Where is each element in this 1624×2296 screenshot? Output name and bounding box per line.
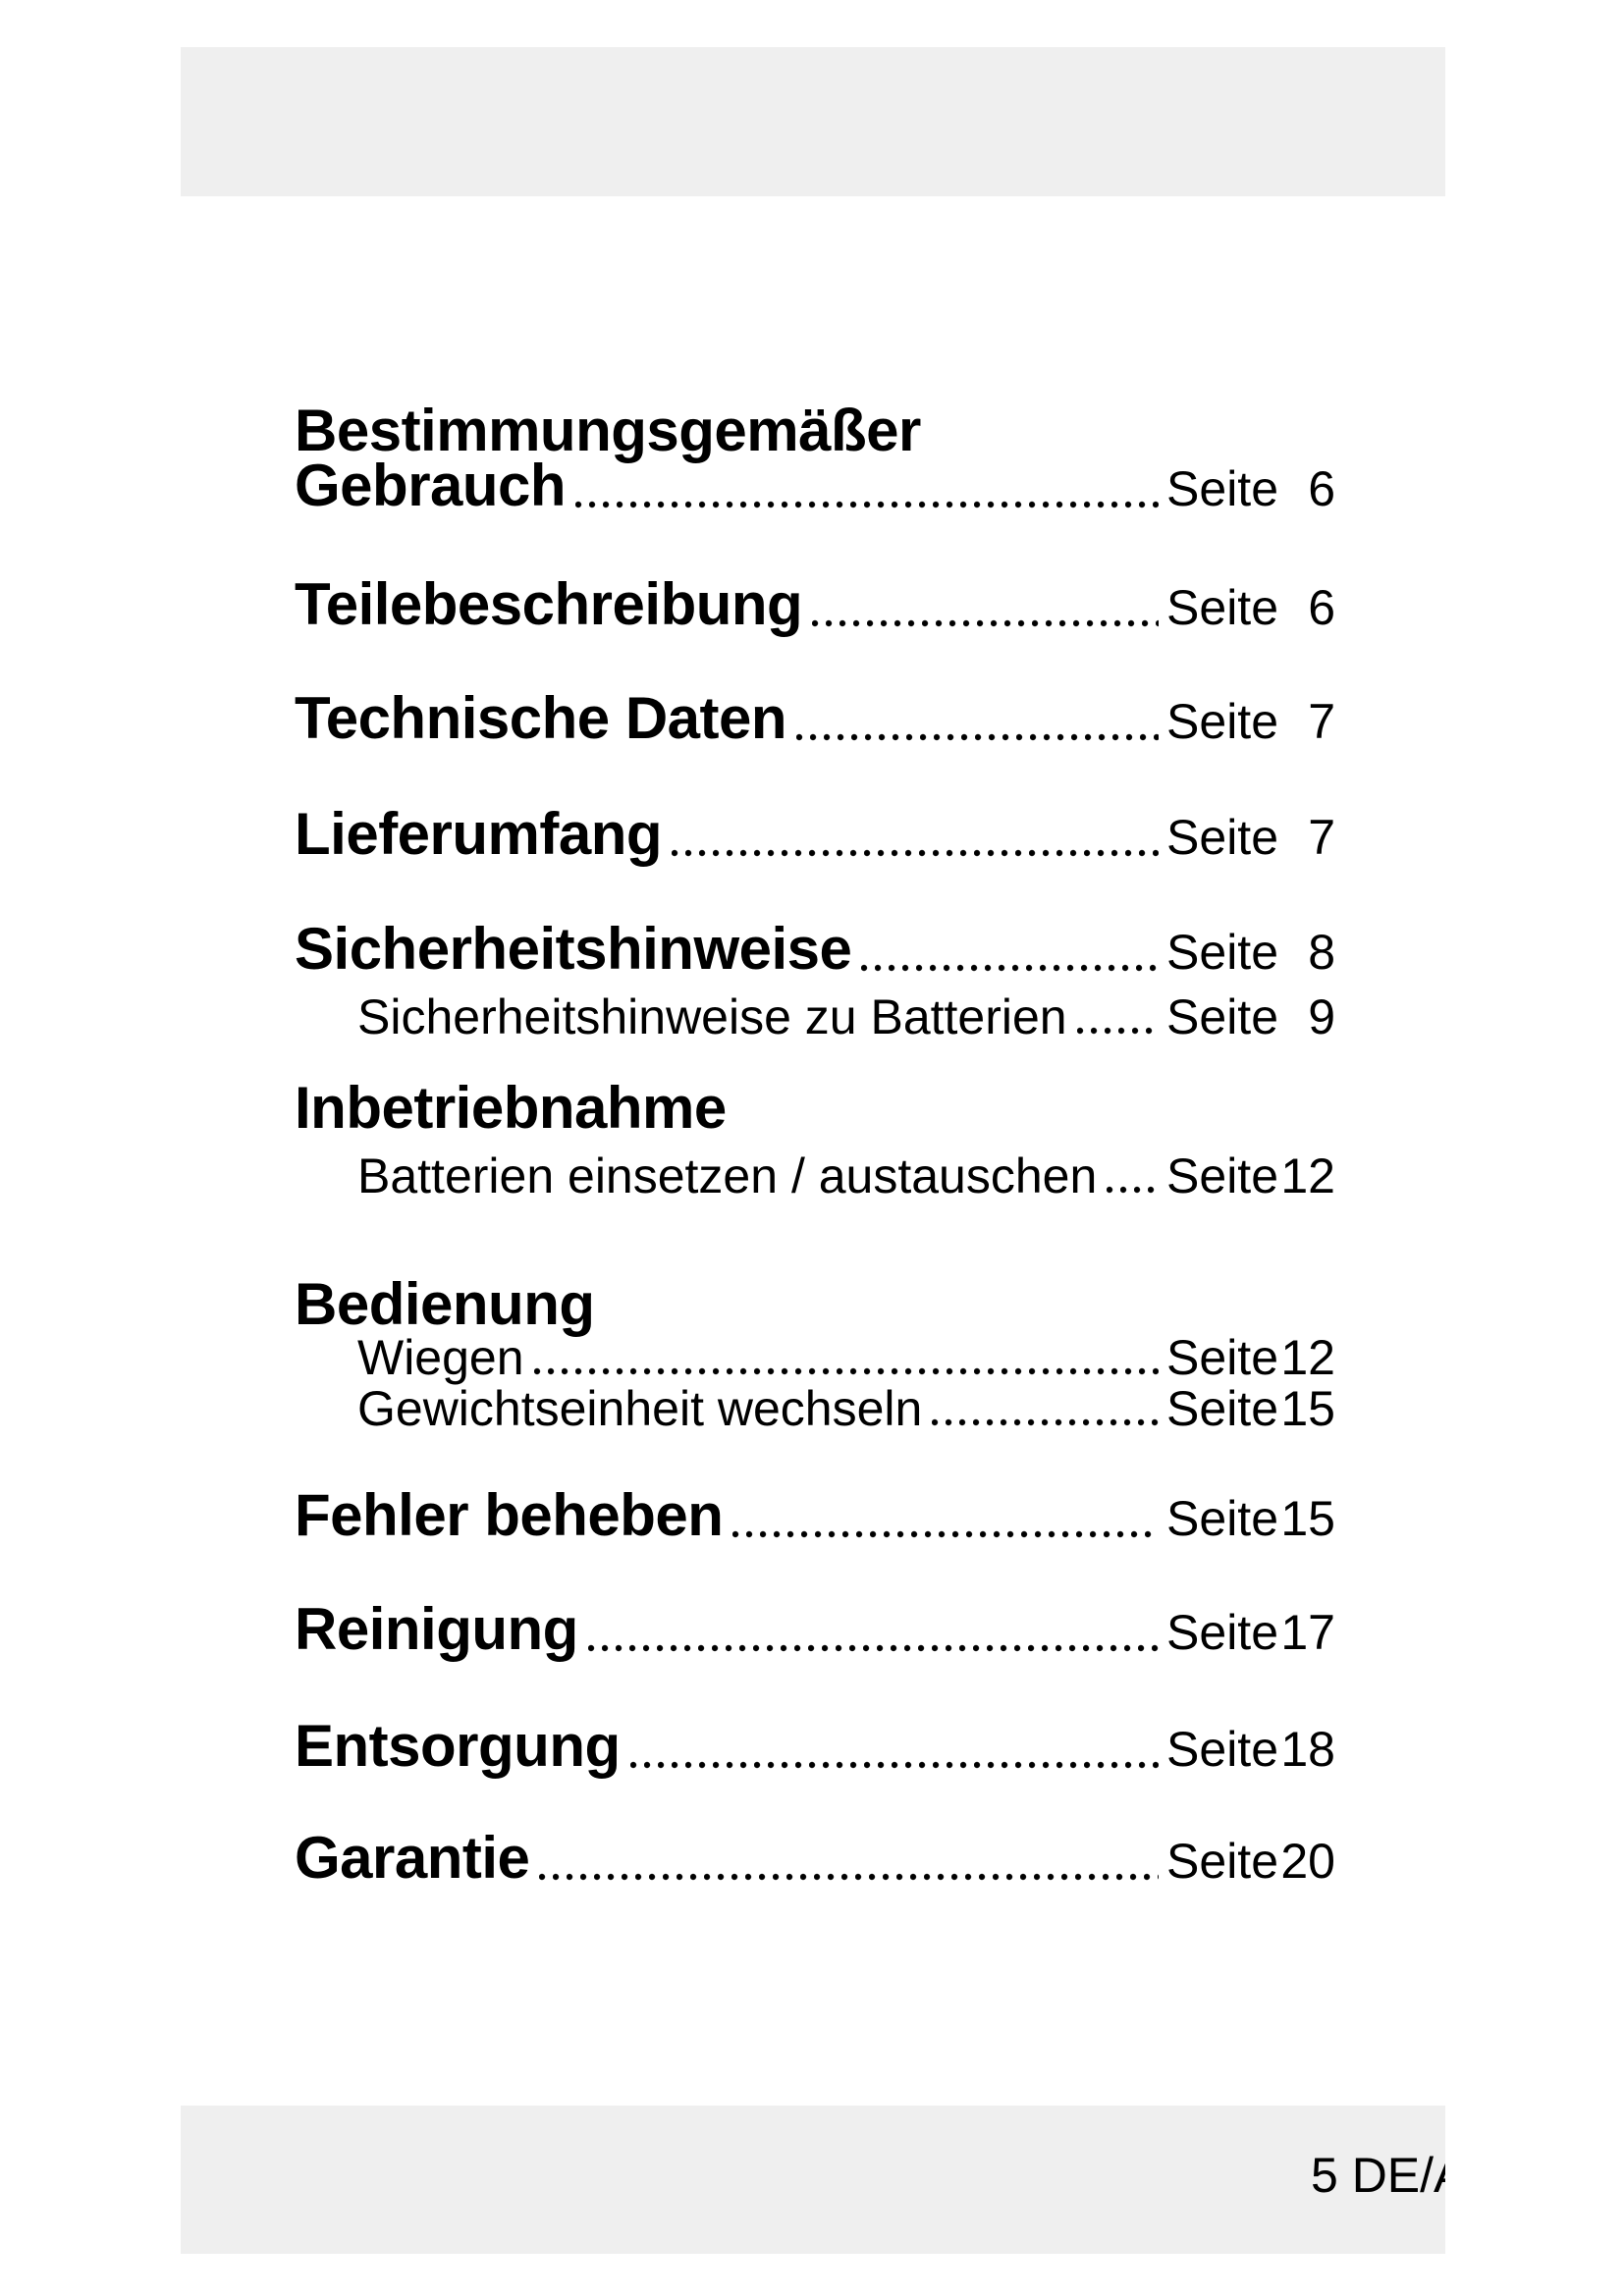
toc-entry-lieferumfang: Lieferumfang Seite 7 bbox=[295, 801, 1335, 867]
page-word: Seite bbox=[1166, 989, 1278, 1044]
page-number: 7 bbox=[1308, 810, 1335, 865]
dot-leader bbox=[861, 962, 1160, 974]
page-word: Seite bbox=[1166, 925, 1278, 980]
toc-entry-title: Gebrauch bbox=[295, 453, 567, 518]
dot-leader bbox=[796, 731, 1160, 743]
toc-entry-title: Technische Daten bbox=[295, 685, 787, 751]
toc-entry-title: Bedienung bbox=[295, 1271, 595, 1337]
page-footer-label: 5 DE/A bbox=[1311, 2148, 1445, 2203]
page-number: 17 bbox=[1280, 1605, 1335, 1660]
toc-entry-title: Sicherheitshinweise bbox=[295, 916, 852, 982]
dot-leader bbox=[732, 1528, 1160, 1540]
toc-subentry-wiegen: Wiegen Seite 12 bbox=[295, 1333, 1335, 1382]
dot-leader bbox=[533, 1365, 1160, 1377]
page-word: Seite bbox=[1166, 810, 1278, 865]
page-word: Seite bbox=[1166, 1330, 1278, 1385]
dot-leader bbox=[932, 1416, 1160, 1428]
page-word: Seite bbox=[1166, 1491, 1278, 1546]
dot-leader bbox=[539, 1871, 1160, 1883]
header-bar bbox=[181, 47, 1445, 196]
toc-entry-reinigung: Reinigung Seite 17 bbox=[295, 1596, 1335, 1662]
dot-leader bbox=[1107, 1184, 1160, 1196]
toc-entry-title: Sicherheitshinweise zu Batterien bbox=[357, 989, 1067, 1044]
toc-entry-title: Bestimmungsgemäßer bbox=[295, 398, 921, 463]
page-word: Seite bbox=[1166, 1834, 1278, 1889]
toc-entry-title: Entsorgung bbox=[295, 1713, 621, 1779]
toc-entry-title: Wiegen bbox=[357, 1330, 524, 1385]
dot-leader bbox=[672, 847, 1160, 859]
page-word: Seite bbox=[1166, 1381, 1278, 1436]
page-word: Seite bbox=[1166, 580, 1278, 635]
toc-entry-title: Gewichtseinheit wechseln bbox=[357, 1381, 923, 1436]
footer-bar bbox=[181, 2106, 1445, 2254]
toc-entry-bestimmungsgemaesser-line1: Bestimmungsgemäßer bbox=[295, 401, 1335, 460]
page-number: 6 bbox=[1308, 580, 1335, 635]
page-number: 9 bbox=[1308, 989, 1335, 1044]
toc-entry-sicherheitshinweise: Sicherheitshinweise Seite 8 bbox=[295, 916, 1335, 982]
dot-leader bbox=[1076, 1025, 1160, 1037]
toc-entry-title: Teilebeschreibung bbox=[295, 571, 803, 637]
toc-entry-garantie: Garantie Seite 20 bbox=[295, 1825, 1335, 1891]
page-word: Seite bbox=[1166, 1148, 1278, 1203]
page-number: 15 bbox=[1280, 1491, 1335, 1546]
page-word: Seite bbox=[1166, 694, 1278, 749]
toc-entry-entsorgung: Entsorgung Seite 18 bbox=[295, 1713, 1335, 1779]
page-number: 18 bbox=[1280, 1722, 1335, 1777]
dot-leader bbox=[629, 1759, 1160, 1771]
page-word: Seite bbox=[1166, 461, 1278, 516]
toc-entry-fehler-beheben: Fehler beheben Seite 15 bbox=[295, 1482, 1335, 1548]
toc-entry-bedienung: Bedienung bbox=[295, 1275, 1335, 1334]
page-number: 8 bbox=[1308, 925, 1335, 980]
toc-entry-title: Garantie bbox=[295, 1825, 530, 1891]
dot-leader bbox=[812, 617, 1160, 629]
toc-subentry-sicherheitshinweise-batterien: Sicherheitshinweise zu Batterien Seite 9 bbox=[295, 992, 1335, 1041]
toc-entry-bestimmungsgemaesser-line2: Gebrauch Seite 6 bbox=[295, 453, 1335, 518]
page-number: 7 bbox=[1308, 694, 1335, 749]
page-number: 15 bbox=[1280, 1381, 1335, 1436]
page-number: 6 bbox=[1308, 461, 1335, 516]
toc-entry-inbetriebnahme: Inbetriebnahme bbox=[295, 1079, 1335, 1138]
toc-subentry-batterien-einsetzen: Batterien einsetzen / austauschen Seite … bbox=[295, 1151, 1335, 1201]
toc-subentry-gewichtseinheit-wechseln: Gewichtseinheit wechseln Seite 15 bbox=[295, 1384, 1335, 1433]
toc-entry-title: Lieferumfang bbox=[295, 801, 663, 867]
dot-leader bbox=[587, 1642, 1160, 1654]
page-word: Seite bbox=[1166, 1722, 1278, 1777]
toc-entry-teilebeschreibung: Teilebeschreibung Seite 6 bbox=[295, 571, 1335, 637]
toc-entry-title: Reinigung bbox=[295, 1596, 578, 1662]
page-number: 12 bbox=[1280, 1330, 1335, 1385]
page-number: 20 bbox=[1280, 1834, 1335, 1889]
dot-leader bbox=[575, 499, 1160, 510]
toc-entry-title: Fehler beheben bbox=[295, 1482, 724, 1548]
toc-entry-title: Inbetriebnahme bbox=[295, 1075, 727, 1141]
page-word: Seite bbox=[1166, 1605, 1278, 1660]
page-number: 12 bbox=[1280, 1148, 1335, 1203]
toc-entry-technische-daten: Technische Daten Seite 7 bbox=[295, 685, 1335, 751]
manual-page: Bestimmungsgemäßer Gebrauch Seite 6 Teil… bbox=[181, 47, 1445, 2254]
toc-entry-title: Batterien einsetzen / austauschen bbox=[357, 1148, 1098, 1203]
